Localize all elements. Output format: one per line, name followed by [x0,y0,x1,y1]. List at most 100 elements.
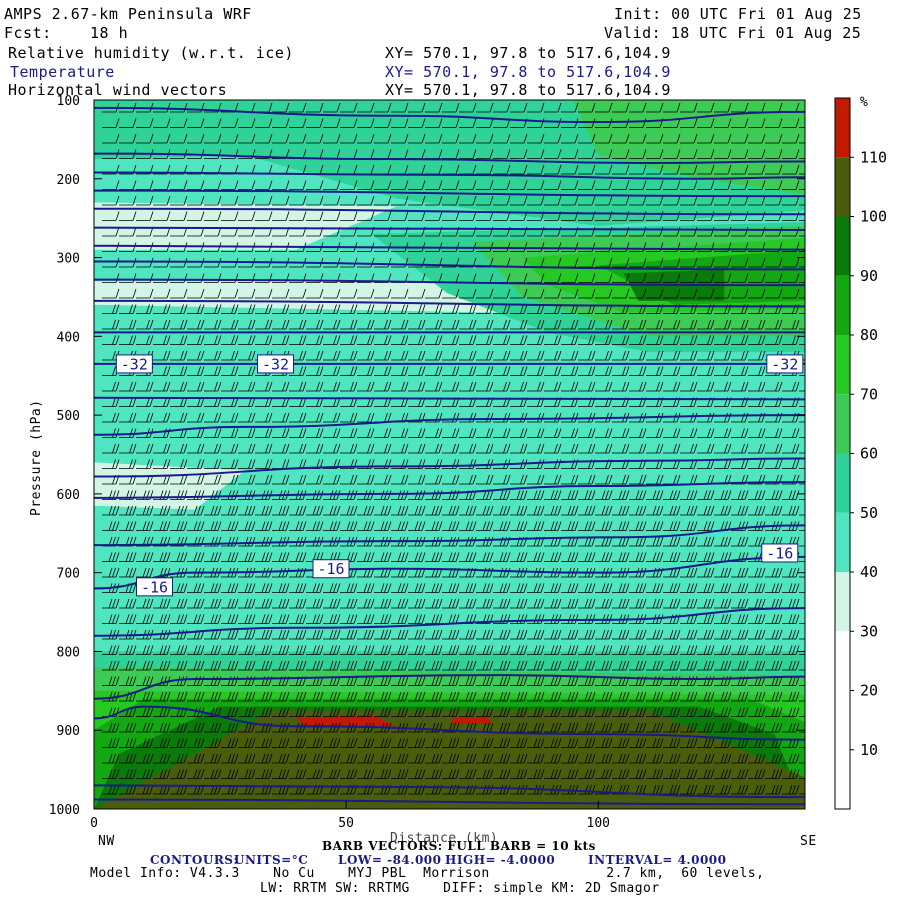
colorbar-tick-label: 80 [860,326,878,344]
colorbar-unit: % [860,95,868,110]
colorbar-tick-label: 70 [860,385,878,403]
temperature-contour [94,171,805,180]
y-axis-title: Pressure (hPa) [29,399,44,516]
contour-label: -32 [121,355,148,373]
x-right-end-label: SE [800,834,817,849]
rh-region-110 [295,714,397,727]
colorbar-tick-label: 30 [860,622,878,640]
temperature-contour [94,705,805,741]
colorbar-tick-label: 10 [860,741,878,759]
temperature-contour [94,106,805,124]
chart-title: AMPS 2.67-km Peninsula WRF [4,5,252,23]
temperature-contour [94,674,805,700]
x-tick-label: 0 [90,816,98,831]
colorbar-tick-label: 40 [860,563,878,581]
contour-label: -16 [141,578,168,596]
model-info-line1: Model Info: V4.3.3 No Cu MYJ PBL Morriso… [90,866,765,881]
temperature-contour [94,555,805,590]
colorbar-tick-label: 20 [860,682,878,700]
y-tick-label: 800 [57,645,80,660]
colorbar-segment [835,690,850,750]
x-tick-label: 100 [587,816,610,831]
init-time: Init: 00 UTC Fri 01 Aug 25 [614,5,862,23]
colorbar-segment [835,394,850,454]
colorbar-tick-label: 50 [860,504,878,522]
axes-layer: 100 200 300 400 500 600 700 800 900 1000 0 50 100 [49,94,805,831]
rh-fill-layer [94,100,805,809]
colorbar-segment [835,453,850,513]
y-tick-label: 300 [57,252,80,267]
colorbar-tick-label: 60 [860,445,878,463]
colorbar-segment [835,749,850,809]
colorbar-segment [835,216,850,276]
colorbar-segment [835,98,850,158]
x-axis-title: Distance (km) [390,831,499,846]
y-tick-label: 1000 [49,803,80,818]
y-tick-label: 900 [57,724,80,739]
x-left-end-label: NW [98,834,115,849]
field-temp-xy: XY= 570.1, 97.8 to 517.6,104.9 [385,63,671,81]
model-info-line2: LW: RRTM SW: RRTMG DIFF: simple KM: 2D S… [260,881,660,896]
contour-label-box [766,354,804,374]
contour-label-box [257,354,295,374]
contour-label-box [136,577,174,597]
barb-note: BARB VECTORS: FULL BARB = 10 kts [322,839,596,853]
colorbar-segment [835,572,850,632]
temperature-contour-layer: -32 -32 -32 -16 -16 -16 [94,106,805,806]
contour-label: -16 [766,544,793,562]
contour-label: -32 [262,355,289,373]
temperature-contour [94,189,805,198]
rh-region-60 [573,100,805,195]
temperature-contour [94,524,805,547]
contour-label: -16 [317,560,344,578]
contours-interval: INTERVAL= 4.0000 [588,853,727,867]
colorbar-segment [835,157,850,217]
colorbar-tick-label: 110 [860,148,887,166]
forecast-label: Fcst: [4,24,52,42]
temperature-contour [94,226,805,231]
x-tick-label: 50 [338,816,354,831]
valid-time: Valid: 18 UTC Fri 01 Aug 25 [604,24,862,42]
contours-label: CONTOURS: [150,853,239,867]
temperature-contour [94,414,805,436]
contours-high: HIGH= -4.0000 [445,853,556,867]
colorbar-tick-label: 100 [860,208,887,226]
temperature-contour [94,396,805,401]
y-tick-label: 600 [57,488,80,503]
field-rh-xy: XY= 570.1, 97.8 to 517.6,104.9 [385,44,671,62]
temperature-contour [94,784,805,799]
contour-label-box [312,559,350,579]
temperature-contour [94,481,805,499]
colorbar-tick-label: 90 [860,267,878,285]
rh-region-110 [452,716,493,724]
contour-label-box [761,543,799,563]
contours-units: UNITS=°C [234,853,309,867]
colorbar-segment [835,512,850,572]
temperature-contour [94,457,805,478]
contour-label-box [115,354,153,374]
rh-region-30 [94,202,397,250]
colorbar-segment [835,275,850,335]
temperature-contour [94,299,805,308]
temperature-contour [94,207,805,216]
colorbar-segment [835,335,850,395]
field-wind-name: Horizontal wind vectors [8,81,228,99]
field-wind-xy: XY= 570.1, 97.8 to 517.6,104.9 [385,81,671,99]
y-tick-label: 100 [57,94,80,109]
plot-frame [93,99,806,810]
contours-low: LOW= -84.000 [338,853,442,867]
contour-label: -32 [771,355,798,373]
forecast-hours: 18 h [90,24,129,42]
colorbar: 10 20 30 40 50 60 70 80 90 100 110% [834,95,887,810]
temperature-contour [94,798,805,806]
temperature-contour [94,244,805,251]
temperature-contour [94,260,805,271]
temperature-contour [94,607,805,637]
y-tick-label: 700 [57,567,80,582]
colorbar-segment [835,631,850,691]
field-temp-name: Temperature [10,63,115,81]
temperature-contour [94,152,805,165]
y-tick-label: 400 [57,330,80,345]
field-rh-name: Relative humidity (w.r.t. ice) [8,44,294,62]
